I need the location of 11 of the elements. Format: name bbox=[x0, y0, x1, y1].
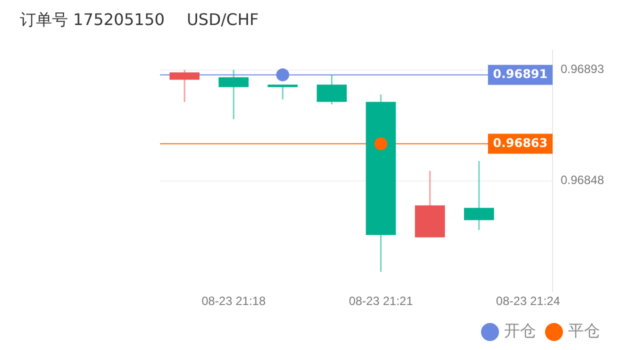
chart-subtitle: USD/CHF bbox=[186, 10, 259, 29]
x-tick-label: 08-23 21:21 bbox=[348, 294, 414, 308]
legend-label: 平仓 bbox=[568, 321, 600, 340]
ref-line-label: 0.96863 bbox=[492, 136, 548, 150]
legend-label: 开仓 bbox=[504, 321, 536, 340]
y-tick-label: 0.96848 bbox=[560, 173, 604, 188]
x-tick-label: 08-23 21:18 bbox=[202, 294, 266, 308]
ref-line-label: 0.96891 bbox=[492, 66, 548, 81]
chart-title: 订单号 175205150 bbox=[20, 10, 165, 29]
y-tick-label: 0.96893 bbox=[560, 62, 604, 76]
x-tick-label: 08-23 21:24 bbox=[496, 294, 560, 308]
